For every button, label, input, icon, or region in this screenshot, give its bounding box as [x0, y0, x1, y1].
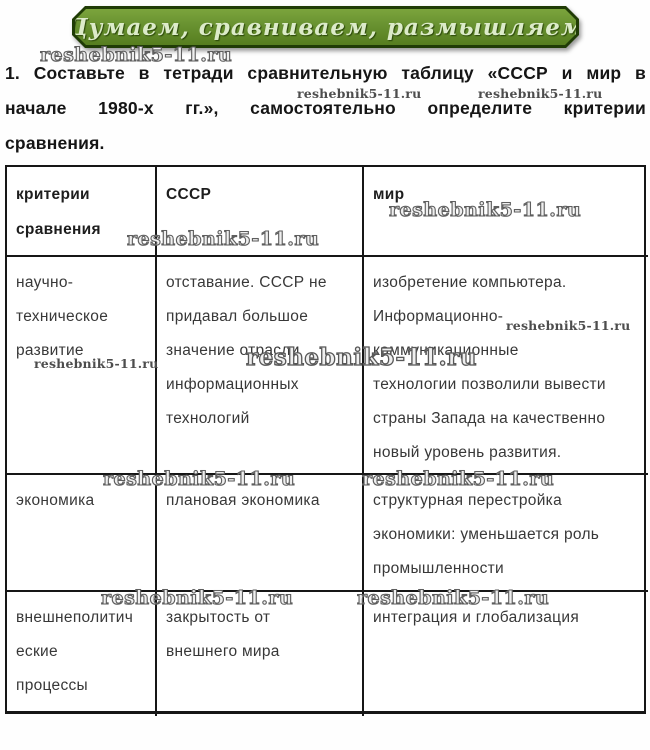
task-line-1: 1. Составьте в тетради сравнительную таб… [5, 63, 646, 83]
header-cell-world: мир [364, 167, 648, 257]
cell-row3-world: интеграция и глобализация [373, 609, 580, 626]
cell-row2-ussr: плановая экономика [157, 475, 364, 592]
cell-row2-criterion: экономика [7, 475, 157, 592]
section-banner: Думаем, сравниваем, размышляем [72, 6, 579, 48]
comparison-table: критерии сравнения СССР мир научно- техн… [5, 165, 648, 716]
task-text: 1. Составьте в тетради сравнительную таб… [5, 56, 646, 161]
cell-row1-criterion: научно- техническое развитие [7, 257, 157, 475]
cell-row2-world: структурная перестройка экономики: умень… [364, 475, 648, 592]
task-line-2: начале 1980-х гг.», самостоятельно опред… [5, 98, 646, 118]
task-line-3: сравнения. [5, 133, 105, 153]
header-cell-ussr: СССР [157, 167, 364, 257]
cell-row1-ussr: отставание. СССР не придавал большое зна… [157, 257, 364, 475]
cell-row1-world: изобретение компьютера. Информационно- к… [364, 257, 648, 475]
banner-border: Думаем, сравниваем, размышляем [72, 6, 579, 48]
cell-row3-ussr: закрытость от внешнего мира [157, 592, 364, 716]
banner-title: Думаем, сравниваем, размышляем [67, 13, 584, 41]
cell-row3-criterion: внешнеполитич еские процессы [7, 592, 157, 716]
header-cell-criteria: критерии сравнения [7, 167, 157, 257]
banner-background: Думаем, сравниваем, размышляем [75, 9, 576, 45]
